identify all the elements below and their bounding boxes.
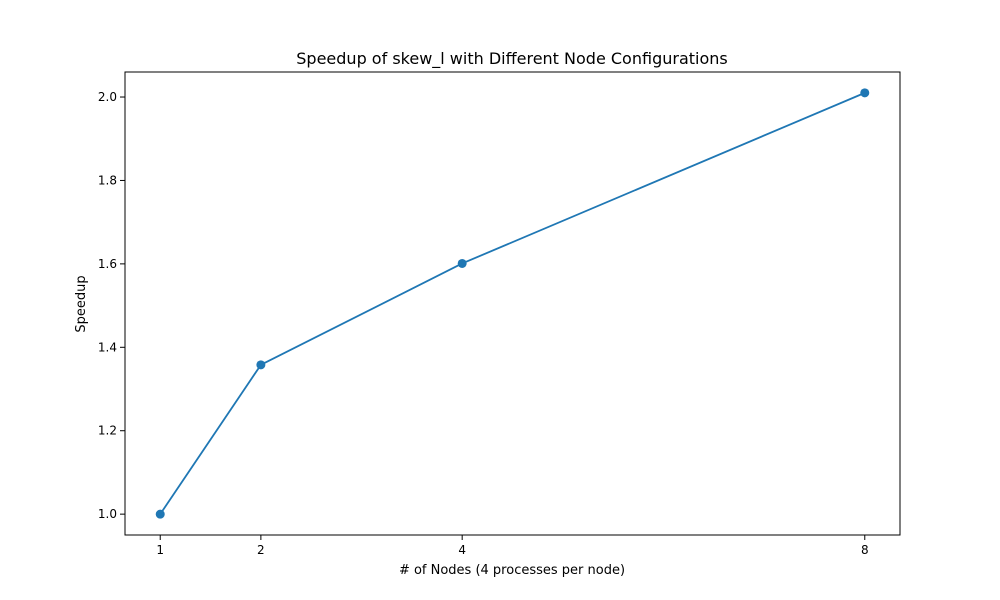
data-point — [457, 258, 467, 268]
y-tick-label: 1.0 — [98, 507, 117, 521]
y-tick-label: 1.8 — [98, 173, 117, 187]
y-axis-ticks: 1.0 1.2 1.4 1.6 1.8 2.0 — [98, 90, 125, 521]
plot-frame — [124, 71, 901, 536]
y-axis-label: Speedup — [74, 275, 89, 332]
plot-area — [125, 72, 900, 535]
series-layer — [155, 88, 870, 519]
data-point — [155, 509, 165, 519]
data-point — [860, 88, 870, 98]
plot-background — [125, 72, 900, 535]
y-tick-label: 1.2 — [98, 424, 117, 438]
y-tick-label: 1.4 — [98, 340, 117, 354]
x-tick-label: 4 — [458, 543, 466, 557]
chart-title: Speedup of skew_l with Different Node Co… — [296, 49, 727, 69]
data-point — [256, 360, 266, 370]
y-tick-label: 2.0 — [98, 90, 117, 104]
x-tick-label: 8 — [861, 543, 869, 557]
x-axis-label: # of Nodes (4 processes per node) — [399, 563, 625, 578]
x-axis-ticks: 1 2 4 8 — [156, 535, 869, 557]
series-line — [159, 92, 866, 515]
x-tick-label: 1 — [156, 543, 164, 557]
x-tick-label: 2 — [257, 543, 265, 557]
y-tick-label: 1.6 — [98, 257, 117, 271]
